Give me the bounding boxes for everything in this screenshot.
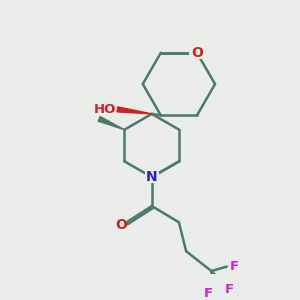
Text: HO: HO (94, 103, 116, 116)
Bar (95, 104, 115, 115)
Bar (113, 220, 127, 232)
Text: O: O (191, 46, 203, 60)
Text: F: F (225, 283, 234, 296)
Bar (224, 284, 235, 295)
Text: O: O (115, 218, 127, 232)
Polygon shape (117, 107, 152, 114)
Bar (202, 288, 213, 299)
Polygon shape (98, 116, 124, 130)
Bar (189, 46, 205, 59)
Text: N: N (146, 170, 158, 184)
Text: F: F (203, 287, 212, 300)
Text: F: F (230, 260, 238, 273)
Bar (229, 261, 239, 272)
Bar (145, 172, 159, 182)
